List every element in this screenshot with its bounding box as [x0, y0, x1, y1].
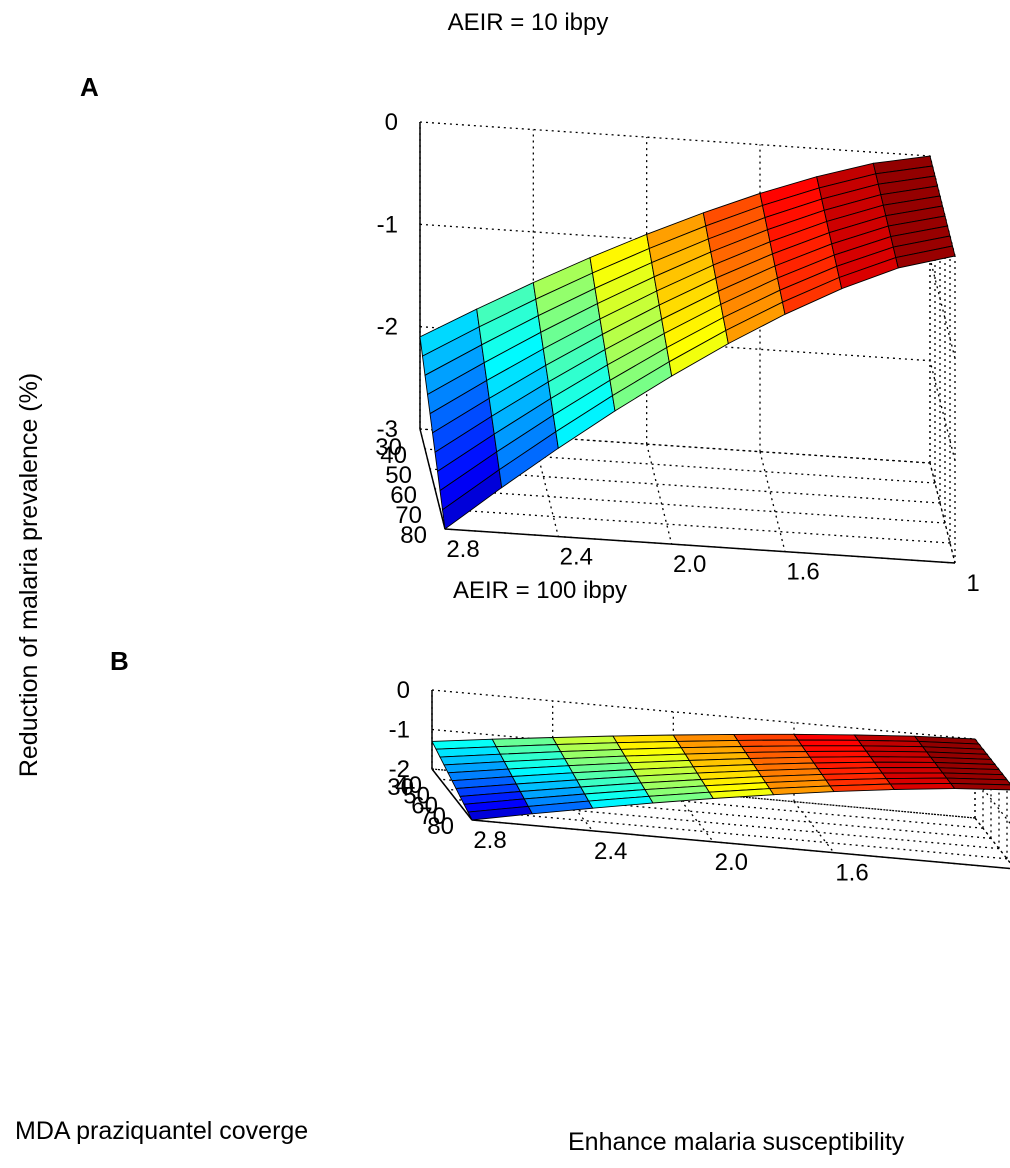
z-tick-label: -3 [377, 416, 398, 443]
surface-cell [801, 745, 868, 752]
grid-line-floor-x [463, 809, 1008, 860]
x-axis-line [419, 428, 446, 530]
x-tick-label: 60 [411, 793, 438, 820]
axes-b [431, 690, 1010, 870]
grid-line-floor-y [672, 790, 714, 843]
grid-line-floor-y [793, 801, 835, 854]
grid-line-floor-x [431, 768, 976, 819]
y-tick-label: 2.8 [473, 827, 506, 854]
x-axis-line [431, 768, 473, 821]
x-tick-label: 80 [427, 813, 454, 840]
surface-cell [869, 756, 936, 763]
z-tick-label: -2 [389, 756, 410, 783]
grid-line-floor-x [434, 488, 946, 524]
surface-cell [873, 761, 940, 769]
surface-cell [805, 750, 872, 758]
surface-cell [793, 733, 860, 741]
z-tick-label: -1 [377, 211, 398, 238]
surface-cell [889, 782, 956, 790]
x-tick-label: 60 [390, 482, 417, 509]
grid-line-floor-x [455, 798, 1000, 850]
surface-cell [949, 782, 1010, 791]
z-tick-label: 0 [397, 677, 410, 704]
z-tick-label: -2 [377, 314, 398, 341]
panel-label-b: B [110, 646, 129, 676]
z-tick-label: -1 [389, 717, 410, 744]
x-tick-label: 70 [419, 803, 446, 830]
y-tick-label: 2.0 [673, 551, 706, 578]
x-tick-label: 30 [387, 774, 414, 801]
y-axis-label: Enhance malaria susceptibility [568, 1128, 905, 1156]
surface-cell [732, 733, 799, 741]
surface-cell [797, 739, 864, 747]
grid-line-floor-x [439, 778, 984, 829]
x-tick-label: 70 [395, 502, 422, 529]
surface-a [419, 155, 956, 530]
y-tick-label: 1 [966, 570, 979, 597]
y-axis-line [444, 528, 956, 564]
grid-line-floor-y [646, 443, 673, 545]
chart-title-a: AEIR = 10 ibpy [448, 9, 609, 36]
chart-title-b: AEIR = 100 ibpy [453, 577, 627, 604]
y-axis-line [471, 819, 1010, 870]
panel-label-a: A [80, 72, 99, 102]
grid-line-floor-y [974, 817, 1010, 864]
y-tick-label: 2.4 [560, 544, 593, 571]
surface-cell [877, 767, 944, 774]
y-tick-label: 2.4 [594, 838, 627, 865]
grid-line-floor-x [419, 428, 931, 464]
x-tick-label: 40 [395, 772, 422, 799]
x-tick-label: 30 [375, 434, 402, 461]
chart-panel-b: AEIR = 100 ibpyB0-1-230405060708011.62.0… [110, 577, 1010, 887]
surface-b [431, 733, 1010, 821]
x-tick-label: 40 [380, 442, 407, 469]
grid-line-floor-x [439, 508, 951, 544]
z-axis-label: Reduction of malaria prevalence (%) [15, 373, 43, 777]
x-tick-label: 50 [403, 782, 430, 809]
tick-labels-b: 0-1-230405060708011.62.02.42.8 [387, 677, 868, 887]
x-tick-label: 80 [400, 522, 427, 549]
x-axis-label: MDA praziquantel coverge [15, 1117, 308, 1145]
grid-line-floor-y [759, 451, 786, 552]
z-tick-label: 0 [385, 109, 398, 136]
y-tick-label: 1.6 [786, 559, 819, 586]
y-tick-label: 2.0 [715, 849, 748, 876]
y-tick-label: 2.8 [446, 536, 479, 563]
axes-a [419, 122, 956, 564]
y-tick-label: 1.6 [835, 860, 868, 887]
grid-line-floor-x [424, 448, 936, 484]
grid-line-floor-y [532, 436, 559, 537]
x-tick-label: 50 [385, 462, 412, 489]
grid-line-floor-y [929, 462, 956, 564]
grid-line-floor-y [552, 779, 594, 832]
surface-cell [895, 245, 956, 269]
grid-line-floor-x [429, 468, 941, 504]
grid-line-floor-x [447, 788, 992, 840]
